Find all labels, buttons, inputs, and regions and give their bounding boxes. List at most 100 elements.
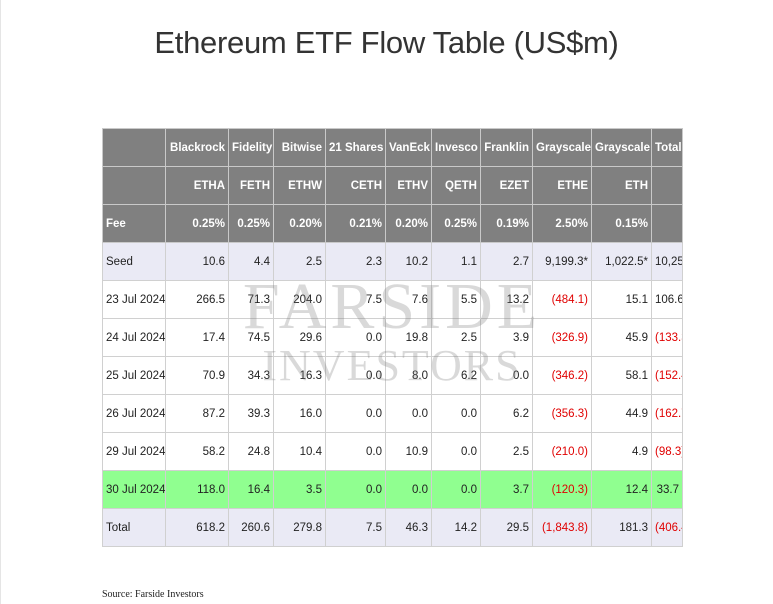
flow-value: 0.0 <box>461 407 477 420</box>
flow-value: (162.7) <box>655 407 682 420</box>
flow-value: 34.3 <box>247 369 270 382</box>
flow-value: 46.3 <box>405 521 428 534</box>
flow-value-cell: 181.3 <box>591 508 652 547</box>
fee-cell: 0.19% <box>480 204 533 243</box>
flow-value: 58.1 <box>625 369 648 382</box>
flow-value: 118.0 <box>197 483 225 496</box>
flow-value-cell: 29.6 <box>273 318 326 357</box>
issuer-header-cell: Franklin <box>480 128 533 167</box>
flow-value: 266.5 <box>196 293 225 306</box>
flow-value-cell: 58.1 <box>591 356 652 395</box>
page-title: Ethereum ETF Flow Table (US$m) <box>154 25 619 60</box>
flow-value-cell: 44.9 <box>591 394 652 433</box>
fee-cell: 0.20% <box>385 204 432 243</box>
flow-value-cell: 618.2 <box>165 508 229 547</box>
flow-value: 2.5 <box>306 255 322 268</box>
flow-value-cell: 3.7 <box>480 470 533 509</box>
ticker-header-cell: ETHA <box>165 166 229 205</box>
flow-value: 0.0 <box>513 369 529 382</box>
header-cell <box>102 128 166 167</box>
table-row: 23 Jul 2024 266.5 71.3 204.0 7.5 7.6 5.5 13.2 (4… <box>102 280 683 319</box>
flow-value: (133.3) <box>655 331 682 344</box>
flow-value-cell: 0.0 <box>431 470 481 509</box>
flow-value-cell: 2.3 <box>325 242 386 281</box>
flow-value: 3.7 <box>513 483 529 496</box>
flow-value: 13.2 <box>506 293 529 306</box>
issuer-header-cell: VanEck <box>385 128 432 167</box>
flow-value-cell: 7.5 <box>325 508 386 547</box>
flow-value-cell: 0.0 <box>385 394 432 433</box>
flow-value-cell: 266.5 <box>165 280 229 319</box>
flow-value: 0.0 <box>366 483 382 496</box>
flow-value: 10,255 <box>655 255 682 268</box>
flow-value-cell: (210.0) <box>532 432 592 471</box>
flow-value: 16.0 <box>299 407 322 420</box>
left-border-line <box>0 0 1 604</box>
flow-value: 10.4 <box>299 445 322 458</box>
flow-value-cell: 2.5 <box>273 242 326 281</box>
flow-value-cell: 0.0 <box>431 394 481 433</box>
ticker-header-cell: QETH <box>431 166 481 205</box>
flow-value: 87.2 <box>202 407 225 420</box>
fee-cell: 0.20% <box>273 204 326 243</box>
ticker-header-row: ETHA FETH ETHW CETH ETHV QETH EZET ETHE … <box>102 166 683 205</box>
issuer-header-cell: Fidelity <box>228 128 274 167</box>
flow-value: 10.2 <box>405 255 428 268</box>
flow-value-cell: 204.0 <box>273 280 326 319</box>
table-row: 24 Jul 2024 17.4 74.5 29.6 0.0 19.8 2.5 3.9 (326… <box>102 318 683 357</box>
flow-value-cell: 3.9 <box>480 318 533 357</box>
flow-value-cell: 4.9 <box>591 432 652 471</box>
flow-value: 15.1 <box>625 293 648 306</box>
flow-value-cell: 16.3 <box>273 356 326 395</box>
flow-value-cell: 9,199.3* <box>532 242 592 281</box>
flow-value: 204.0 <box>293 293 322 306</box>
ticker-header-cell: EZET <box>480 166 533 205</box>
flow-value: 10.6 <box>202 255 225 268</box>
flow-value: 71.3 <box>247 293 270 306</box>
fee-cell: 0.25% <box>165 204 229 243</box>
flow-value: 33.7 <box>656 483 679 496</box>
flow-value: (406.4) <box>655 521 682 534</box>
table-row: 26 Jul 2024 87.2 39.3 16.0 0.0 0.0 0.0 6.2 (356.… <box>102 394 683 433</box>
ticker-header-cell <box>651 166 683 205</box>
flow-value-cell: 29.5 <box>480 508 533 547</box>
flow-value-cell: 46.3 <box>385 508 432 547</box>
flow-value-cell: 7.5 <box>325 280 386 319</box>
issuer-header-cell: Grayscale <box>532 128 592 167</box>
flow-value: 44.9 <box>625 407 648 420</box>
flow-value-cell: 6.2 <box>431 356 481 395</box>
flow-value-cell: (406.4) <box>651 508 683 547</box>
flow-value: 5.5 <box>461 293 477 306</box>
flow-value-cell: (326.9) <box>532 318 592 357</box>
flow-value: 618.2 <box>196 521 225 534</box>
issuer-header-cell: Blackrock <box>165 128 229 167</box>
flow-value: 106.6 <box>655 293 683 306</box>
flow-value-cell: 279.8 <box>273 508 326 547</box>
fee-cell: 0.25% <box>228 204 274 243</box>
flow-value-cell: (152.4) <box>651 356 683 395</box>
flow-value: 7.6 <box>412 293 428 306</box>
flow-value-cell: 1.1 <box>431 242 481 281</box>
issuer-header-cell: Total <box>651 128 683 167</box>
ticker-header-cell: ETHE <box>532 166 592 205</box>
flow-value-cell: 6.2 <box>480 394 533 433</box>
flow-value: 6.2 <box>461 369 477 382</box>
flow-value: 74.5 <box>247 331 270 344</box>
flow-value: (98.3) <box>655 445 683 458</box>
flow-value-cell: 0.0 <box>325 470 386 509</box>
flow-value: 7.5 <box>366 293 382 306</box>
flow-value: 1.1 <box>461 255 477 268</box>
flow-value-cell: 19.8 <box>385 318 432 357</box>
issuer-header-cell: 21 Shares <box>325 128 386 167</box>
flow-value: (484.1) <box>551 293 588 306</box>
flow-value-cell: 10.9 <box>385 432 432 471</box>
flow-value: 3.5 <box>306 483 322 496</box>
flow-value: 260.6 <box>241 521 270 534</box>
flow-value: (356.3) <box>551 407 588 420</box>
flow-value-cell: 2.5 <box>480 432 533 471</box>
ticker-header-cell: CETH <box>325 166 386 205</box>
flow-value: 58.2 <box>202 445 225 458</box>
flow-value-cell: 1,022.5* <box>591 242 652 281</box>
flow-value-cell: 2.5 <box>431 318 481 357</box>
flow-value-cell: 0.0 <box>431 432 481 471</box>
